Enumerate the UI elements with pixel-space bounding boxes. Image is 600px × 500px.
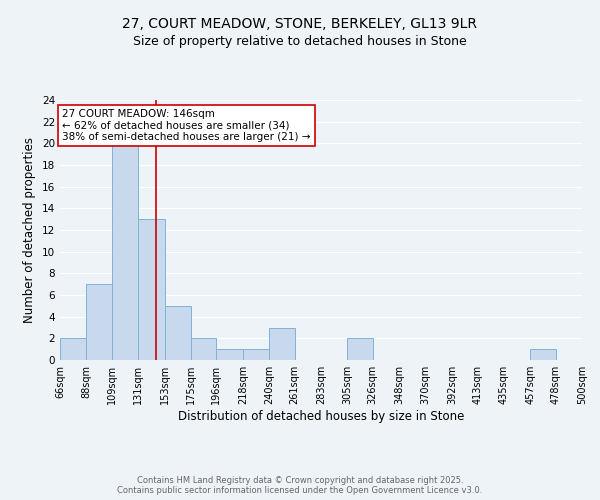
Bar xyxy=(191,338,217,360)
Bar xyxy=(269,328,295,360)
Bar xyxy=(60,338,86,360)
Bar xyxy=(347,338,373,360)
Bar xyxy=(217,349,243,360)
Bar xyxy=(138,219,164,360)
Text: Contains HM Land Registry data © Crown copyright and database right 2025.
Contai: Contains HM Land Registry data © Crown c… xyxy=(118,476,482,495)
Text: 27 COURT MEADOW: 146sqm
← 62% of detached houses are smaller (34)
38% of semi-de: 27 COURT MEADOW: 146sqm ← 62% of detache… xyxy=(62,108,311,142)
Bar xyxy=(243,349,269,360)
Text: 27, COURT MEADOW, STONE, BERKELEY, GL13 9LR: 27, COURT MEADOW, STONE, BERKELEY, GL13 … xyxy=(122,18,478,32)
Bar xyxy=(86,284,112,360)
Text: Size of property relative to detached houses in Stone: Size of property relative to detached ho… xyxy=(133,35,467,48)
Bar xyxy=(530,349,556,360)
Bar xyxy=(112,144,138,360)
Bar xyxy=(164,306,191,360)
Y-axis label: Number of detached properties: Number of detached properties xyxy=(23,137,37,323)
X-axis label: Distribution of detached houses by size in Stone: Distribution of detached houses by size … xyxy=(178,410,464,423)
